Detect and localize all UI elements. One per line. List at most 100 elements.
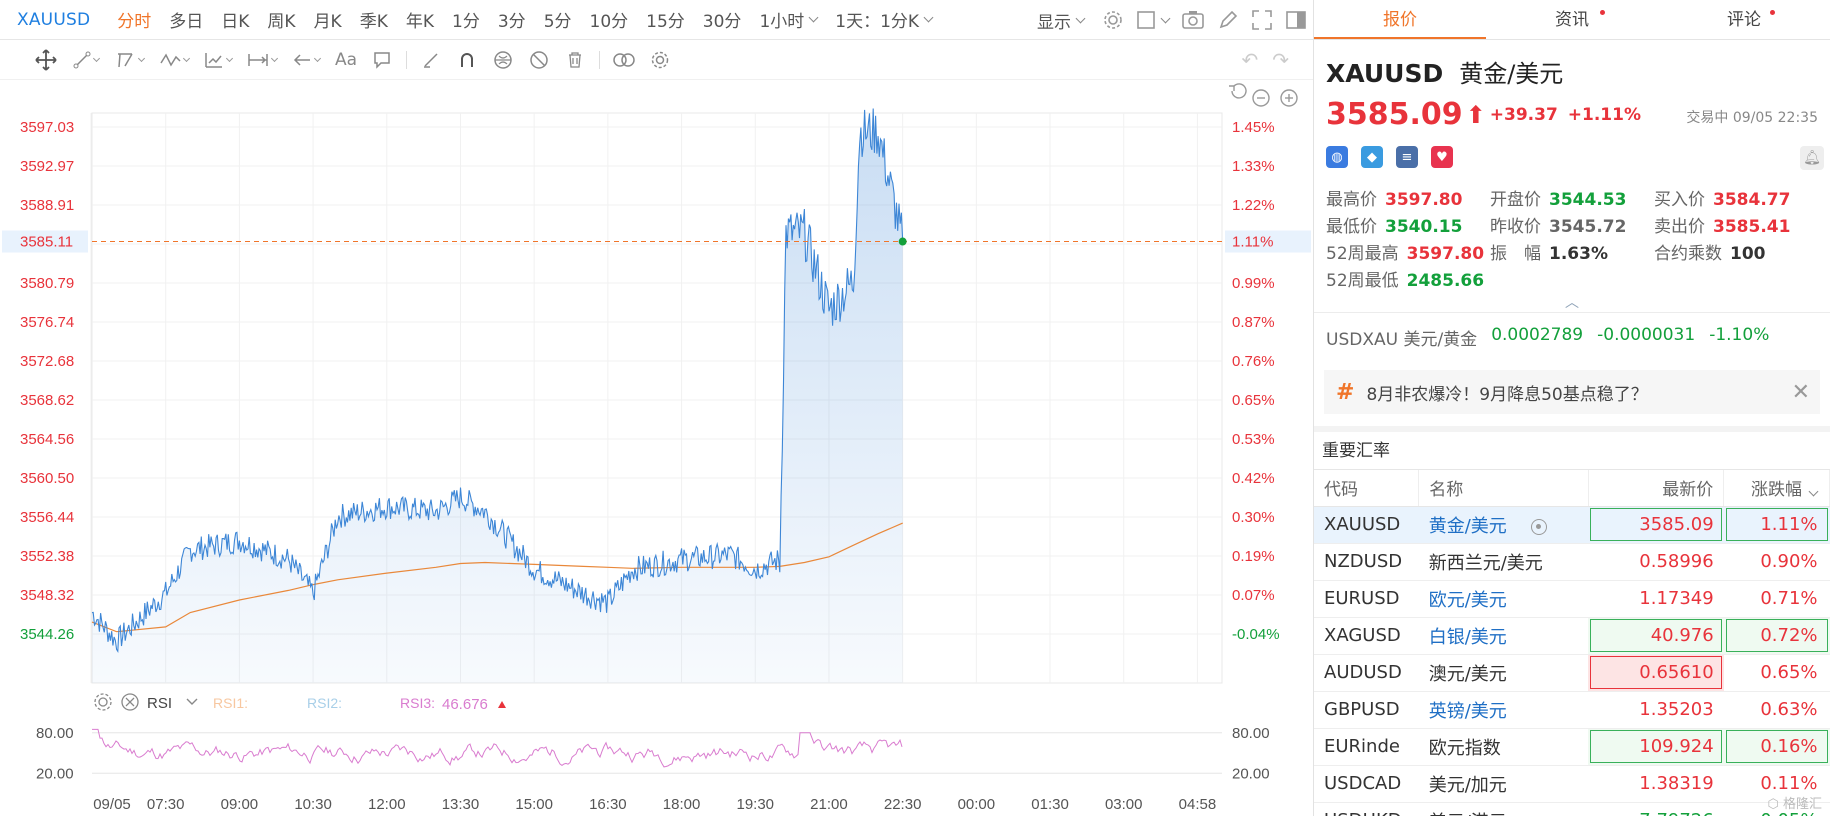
col-price[interactable]: 最新价 [1588,470,1725,507]
period-tab-12[interactable]: 30分 [702,12,742,32]
collapse-chevron-icon[interactable]: ︿ [1565,295,1579,311]
rate-row[interactable]: EURinde 欧元指数 109.924 0.16% [1314,728,1830,766]
day-select[interactable]: 1天：1分K [826,7,941,32]
period-tab-5[interactable]: 季K [359,12,388,32]
rate-price: 40.976 [1588,617,1724,655]
pen-icon[interactable] [1217,9,1239,31]
lock-drawing-icon[interactable] [485,45,521,75]
stat-low: 最低价 3540.15 [1326,212,1490,237]
period-tab-10[interactable]: 10分 [589,12,629,32]
period-tab-9[interactable]: 5分 [543,12,572,32]
stat-label: 买入价 [1654,190,1705,210]
rate-row[interactable]: XAUUSD 黄金/美元 3585.09 1.11% [1314,506,1830,544]
stat-value: 3545.72 [1549,217,1627,237]
tab-quote-label: 报价 [1383,10,1417,30]
period-tab-8[interactable]: 3分 [497,12,526,32]
chevron-down-icon[interactable] [186,698,198,705]
rate-row[interactable]: GBPUSD 英镑/美元 1.35203 0.63% [1314,691,1830,729]
rate-name[interactable]: 黄金/美元 [1418,506,1589,544]
news-banner[interactable]: # 8月非农爆冷！9月降息50基点稳了？ ✕ [1324,370,1820,414]
rate-price: 0.58996 [1588,543,1724,581]
fib-tool-icon[interactable] [196,45,240,75]
col-name[interactable]: 名称 [1418,470,1589,507]
display-dropdown[interactable]: 显示 [1037,8,1086,33]
tab-news[interactable]: 资讯 [1486,0,1658,39]
arrow-tool-icon[interactable] [284,45,328,75]
time-tick-label: 15:00 [515,796,553,813]
wave-tool-icon[interactable] [152,45,196,75]
magnet-icon[interactable] [449,45,485,75]
move-tool-icon[interactable] [28,45,64,75]
rate-name[interactable]: 美元/加元 [1418,765,1589,803]
usdxau-row[interactable]: USDXAU 美元/黄金 0.0002789 -0.0000031 -1.10% [1314,312,1830,362]
rate-name[interactable]: 美元/港元 [1418,802,1589,816]
measure-tool-icon[interactable] [240,45,284,75]
tab-comments[interactable]: 评论 [1658,0,1830,39]
rsi-settings-icon[interactable] [94,693,112,711]
ruler-icon[interactable] [413,45,449,75]
rate-name[interactable]: 新西兰元/美元 [1418,543,1589,581]
rsi-close-icon[interactable] [121,693,139,711]
col-pct[interactable]: 涨跌幅 [1723,470,1830,507]
text-tool-icon[interactable]: Aa [334,49,358,70]
rate-row[interactable]: USDHKD 美元/港元 7.79726-0.05% [1314,802,1830,816]
rate-name[interactable]: 英镑/美元 [1418,691,1589,729]
trash-icon[interactable] [557,45,593,75]
period-tab-6[interactable]: 年K [405,12,435,32]
polyline-tool-icon[interactable] [108,45,152,75]
zoom-out-icon[interactable] [1252,89,1270,107]
reset-zoom-icon[interactable] [1229,83,1247,99]
rate-name[interactable]: 欧元指数 [1418,728,1589,766]
rate-row[interactable]: NZDUSD 新西兰元/美元 0.58996 0.90% [1314,543,1830,581]
heart-icon[interactable]: ♥ [1431,146,1453,168]
rate-row[interactable]: XAGUSD 白银/美元 40.976 0.72% [1314,617,1830,655]
chevron-down-icon [808,12,819,23]
gear-icon[interactable] [1102,9,1124,31]
rsi3-label: RSI3: [400,695,435,711]
hour-select[interactable]: 1小时 [750,7,826,32]
period-tab-4[interactable]: 月K [313,12,342,32]
line-tool-icon[interactable] [64,45,108,75]
fullscreen-icon[interactable] [1251,9,1273,31]
period-tab-2[interactable]: 日K [221,12,250,32]
period-tab-0[interactable]: 分时 [117,12,152,32]
price-chart[interactable]: 3597.03 3592.97 3588.91 3585.11 3580.79 3576.… [0,80,1313,816]
rate-row[interactable]: EURUSD 欧元/美元 1.17349 0.71% [1314,580,1830,618]
period-tab-7[interactable]: 1分 [452,12,480,32]
eye-icon[interactable] [1530,518,1547,535]
period-tab-3[interactable]: 周K [267,12,296,32]
rate-name[interactable]: 白银/美元 [1418,617,1589,655]
panel-tabs: 报价 资讯 评论 [1314,0,1830,40]
compare-icon[interactable] [606,45,642,75]
camera-icon[interactable] [1181,9,1205,31]
period-tab-1[interactable]: 多日 [169,12,204,32]
quote-icons: ◍ ◆ ≡ ♥ 🔔︎ [1314,146,1830,170]
note-icon[interactable]: ≡ [1396,146,1418,168]
rate-pct: -0.05% [1723,802,1830,816]
tag-icon[interactable]: ◆ [1361,146,1383,168]
globe-icon[interactable]: ◍ [1326,146,1348,168]
tab-quote[interactable]: 报价 [1314,0,1486,39]
sidebar-toggle-icon[interactable] [1285,9,1307,31]
period-tab-11[interactable]: 15分 [646,12,685,32]
rate-name[interactable]: 澳元/美元 [1418,654,1589,692]
rate-name[interactable]: 欧元/美元 [1418,580,1589,618]
symbol-label[interactable]: XAUUSD [17,9,91,30]
col-code[interactable]: 代码 [1314,470,1420,507]
settings-icon[interactable] [642,45,678,75]
undo-redo-icons[interactable]: ↶↷ [1241,48,1303,72]
up-triangle-icon [498,701,506,708]
chart-area[interactable]: 3597.03 3592.97 3588.91 3585.11 3580.79 3576.… [0,80,1313,816]
close-icon[interactable]: ✕ [1791,380,1810,405]
hide-drawing-icon[interactable] [521,45,557,75]
layout-select[interactable] [1136,10,1171,30]
bell-icon[interactable]: 🔔︎ [1800,146,1824,170]
zoom-controls [1229,83,1298,107]
rate-row[interactable]: AUDUSD 澳元/美元 0.65610 0.65% [1314,654,1830,692]
rate-row[interactable]: USDCAD 美元/加元 1.38319 0.11% [1314,765,1830,803]
toolbar-divider [406,50,407,69]
zoom-in-icon[interactable] [1280,89,1298,107]
rsi-label[interactable]: RSI [147,695,172,712]
comment-tool-icon[interactable] [364,45,400,75]
news-headline[interactable]: 8月非农爆冷！9月降息50基点稳了？ [1366,384,1648,405]
